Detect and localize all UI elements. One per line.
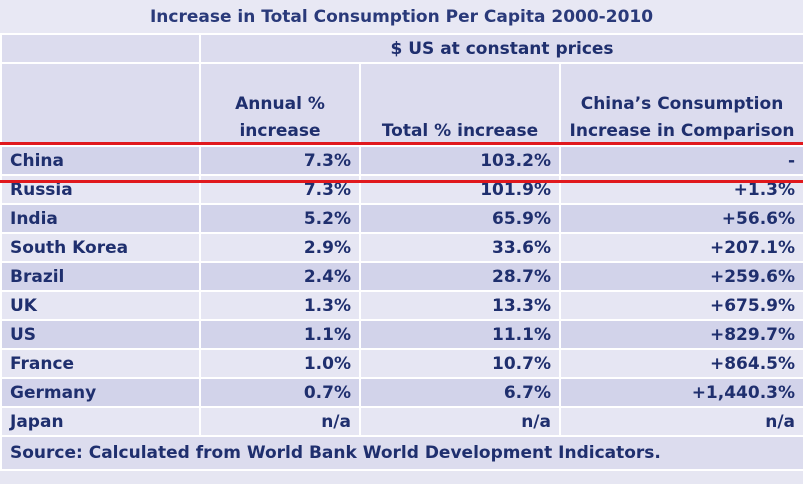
total-cell: 13.3% xyxy=(359,290,561,321)
comparison-cell: +1.3% xyxy=(558,174,803,205)
units-header-blank xyxy=(0,33,201,64)
country-header-blank xyxy=(0,62,201,147)
comparison-cell: n/a xyxy=(558,406,803,437)
total-cell: 65.9% xyxy=(359,203,561,234)
country-cell: France xyxy=(0,348,201,379)
column-header-total-label: Total % increase xyxy=(381,121,539,141)
annual-cell: 7.3% xyxy=(199,145,361,176)
annual-cell: 2.4% xyxy=(199,261,361,292)
annual-cell: 7.3% xyxy=(199,174,361,205)
total-cell: 101.9% xyxy=(359,174,561,205)
column-header-comparison-label: China’s Consumption Increase in Comparis… xyxy=(569,94,795,141)
comparison-cell: +675.9% xyxy=(558,290,803,321)
comparison-cell: +829.7% xyxy=(558,319,803,350)
total-cell: 11.1% xyxy=(359,319,561,350)
highlight-line-bottom xyxy=(0,180,803,183)
total-cell: 33.6% xyxy=(359,232,561,263)
table-row: France 1.0% 10.7% +864.5% xyxy=(0,348,803,379)
total-cell: n/a xyxy=(359,406,561,437)
table-row: Japan n/a n/a n/a xyxy=(0,406,803,437)
table-row: Germany 0.7% 6.7% +1,440.3% xyxy=(0,377,803,408)
table-title: Increase in Total Consumption Per Capita… xyxy=(0,0,803,34)
column-header-total: Total % increase xyxy=(359,62,561,147)
annual-cell: n/a xyxy=(199,406,361,437)
annual-cell: 5.2% xyxy=(199,203,361,234)
units-header: $ US at constant prices xyxy=(198,33,803,64)
comparison-cell: - xyxy=(558,145,803,176)
comparison-cell: +259.6% xyxy=(558,261,803,292)
country-cell: Japan xyxy=(0,406,201,437)
total-cell: 28.7% xyxy=(359,261,561,292)
annual-cell: 2.9% xyxy=(199,232,361,263)
column-header-comparison: China’s Consumption Increase in Comparis… xyxy=(558,62,803,147)
table-row: Russia 7.3% 101.9% +1.3% xyxy=(0,174,803,205)
country-cell: India xyxy=(0,203,201,234)
table-row: South Korea 2.9% 33.6% +207.1% xyxy=(0,232,803,263)
comparison-cell: +207.1% xyxy=(558,232,803,263)
highlight-line-top xyxy=(0,142,803,145)
total-cell: 10.7% xyxy=(359,348,561,379)
table-row: China 7.3% 103.2% - xyxy=(0,145,803,176)
annual-cell: 1.0% xyxy=(199,348,361,379)
table-row: Brazil 2.4% 28.7% +259.6% xyxy=(0,261,803,292)
column-header-annual: Annual % increase xyxy=(199,62,361,147)
table-row: UK 1.3% 13.3% +675.9% xyxy=(0,290,803,321)
source-note: Source: Calculated from World Bank World… xyxy=(0,435,803,471)
country-cell: UK xyxy=(0,290,201,321)
annual-cell: 0.7% xyxy=(199,377,361,408)
country-cell: Germany xyxy=(0,377,201,408)
comparison-cell: +56.6% xyxy=(558,203,803,234)
annual-cell: 1.1% xyxy=(199,319,361,350)
table-row: US 1.1% 11.1% +829.7% xyxy=(0,319,803,350)
annual-cell: 1.3% xyxy=(199,290,361,321)
country-cell: South Korea xyxy=(0,232,201,263)
country-cell: US xyxy=(0,319,201,350)
country-cell: Brazil xyxy=(0,261,201,292)
column-header-row: Annual % increase Total % increase China… xyxy=(0,62,803,147)
total-cell: 103.2% xyxy=(359,145,561,176)
comparison-cell: +864.5% xyxy=(558,348,803,379)
consumption-table: $ US at constant prices Annual % increas… xyxy=(0,33,803,471)
table-row: India 5.2% 65.9% +56.6% xyxy=(0,203,803,234)
total-cell: 6.7% xyxy=(359,377,561,408)
country-cell: Russia xyxy=(0,174,201,205)
column-header-annual-label: Annual % increase xyxy=(235,94,325,141)
comparison-cell: +1,440.3% xyxy=(558,377,803,408)
country-cell: China xyxy=(0,145,201,176)
source-row: Source: Calculated from World Bank World… xyxy=(0,435,803,471)
units-header-row: $ US at constant prices xyxy=(0,33,803,64)
